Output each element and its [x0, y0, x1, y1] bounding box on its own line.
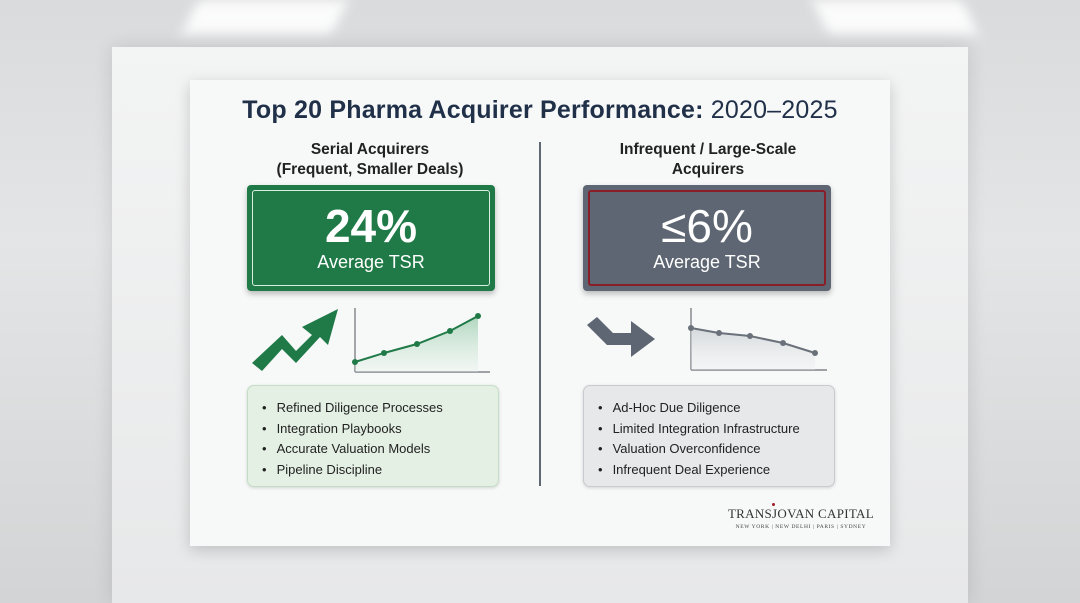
- up-trend-arrow-icon: [252, 309, 338, 371]
- serial-acquirer-factors: Refined Diligence Processes Integration …: [247, 385, 499, 487]
- serial-acquirers-heading: Serial Acquirers (Frequent, Smaller Deal…: [220, 140, 520, 180]
- chart-point: [716, 330, 722, 336]
- heading-line: Infrequent / Large-Scale: [619, 141, 797, 158]
- logo-dot: [771, 503, 775, 506]
- large-scale-tsr-card: ≤6% Average TSR: [583, 185, 831, 291]
- chart-point: [352, 359, 358, 365]
- heading-line: (Frequent, Smaller Deals): [276, 161, 464, 178]
- list-item: Valuation Overconfidence: [598, 439, 800, 460]
- slide-title: Top 20 Pharma Acquirer Performance: 2020…: [190, 96, 890, 125]
- list-item: Pipeline Discipline: [262, 460, 443, 481]
- chart-point: [688, 325, 694, 331]
- presentation-slide: Top 20 Pharma Acquirer Performance: 2020…: [190, 80, 890, 546]
- chart-point: [812, 350, 818, 356]
- chart-area: [691, 328, 815, 370]
- logo-text: TRANSJOVAN CAPITAL: [727, 506, 874, 521]
- list-item: Ad-Hoc Due Diligence: [598, 398, 800, 419]
- large-scale-acquirer-factors: Ad-Hoc Due Diligence Limited Integration…: [583, 385, 835, 487]
- chart-point: [381, 350, 387, 356]
- metric-label: Average TSR: [317, 252, 425, 272]
- serial-tsr-card: 24% Average TSR: [247, 185, 495, 291]
- chart-point: [447, 328, 453, 334]
- ceiling-light: [182, 0, 348, 34]
- card-border: [252, 190, 490, 286]
- list-item: Infrequent Deal Experience: [598, 460, 800, 481]
- chart-point: [747, 333, 753, 339]
- list-item: Refined Diligence Processes: [262, 398, 443, 419]
- decline-line-chart: [688, 308, 827, 371]
- ceiling-light: [812, 0, 978, 34]
- large-scale-acquirers-heading: Infrequent / Large-Scale Acquirers: [558, 140, 858, 180]
- chart-point: [475, 313, 481, 319]
- title-main: Top 20 Pharma Acquirer Performance:: [242, 96, 704, 124]
- card-border: [588, 190, 826, 286]
- heading-line: Serial Acquirers: [310, 141, 430, 158]
- heading-line: Acquirers: [671, 161, 745, 178]
- metric-label: Average TSR: [653, 252, 761, 272]
- growth-line-chart: [352, 308, 490, 373]
- metric-value: 24%: [324, 200, 418, 252]
- list-item: Limited Integration Infrastructure: [598, 419, 800, 440]
- metric-value: ≤6%: [661, 200, 753, 252]
- chart-point: [780, 340, 786, 346]
- down-turn-arrow-icon: [587, 317, 655, 357]
- logo-cities: NEW YORK | NEW DELHI | PARIS | SYDNEY: [735, 524, 867, 530]
- company-logo: TRANSJOVAN CAPITAL NEW YORK | NEW DELHI …: [727, 503, 874, 530]
- chart-point: [414, 341, 420, 347]
- chart-area: [355, 316, 478, 372]
- list-item: Accurate Valuation Models: [262, 439, 443, 460]
- list-item: Integration Playbooks: [262, 419, 443, 440]
- column-divider: [539, 142, 541, 486]
- title-years: 2020–2025: [710, 96, 838, 124]
- logo-name: TRANSJOVAN CAPITAL: [727, 503, 874, 522]
